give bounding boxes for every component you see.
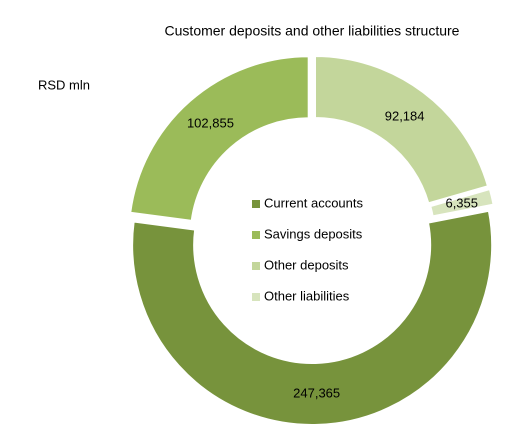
legend-label: Current accounts [264,195,363,210]
legend-swatch [252,200,260,208]
data-label: 6,355 [445,195,478,210]
donut-slice [429,187,495,218]
legend-swatch [252,262,260,270]
legend-swatch [252,231,260,239]
data-label: 92,184 [385,108,425,123]
unit-label: RSD mln [38,77,90,92]
legend-label: Other deposits [264,257,349,272]
chart-title: Customer deposits and other liabilities … [165,23,460,39]
legend-label: Other liabilities [264,288,350,303]
legend-swatch [252,293,260,301]
donut-slice [131,209,494,426]
donut-slice [129,55,310,222]
data-label: 102,855 [187,116,234,131]
data-label: 247,365 [293,385,340,400]
donut-slice [314,55,490,205]
legend-label: Savings deposits [264,226,363,241]
